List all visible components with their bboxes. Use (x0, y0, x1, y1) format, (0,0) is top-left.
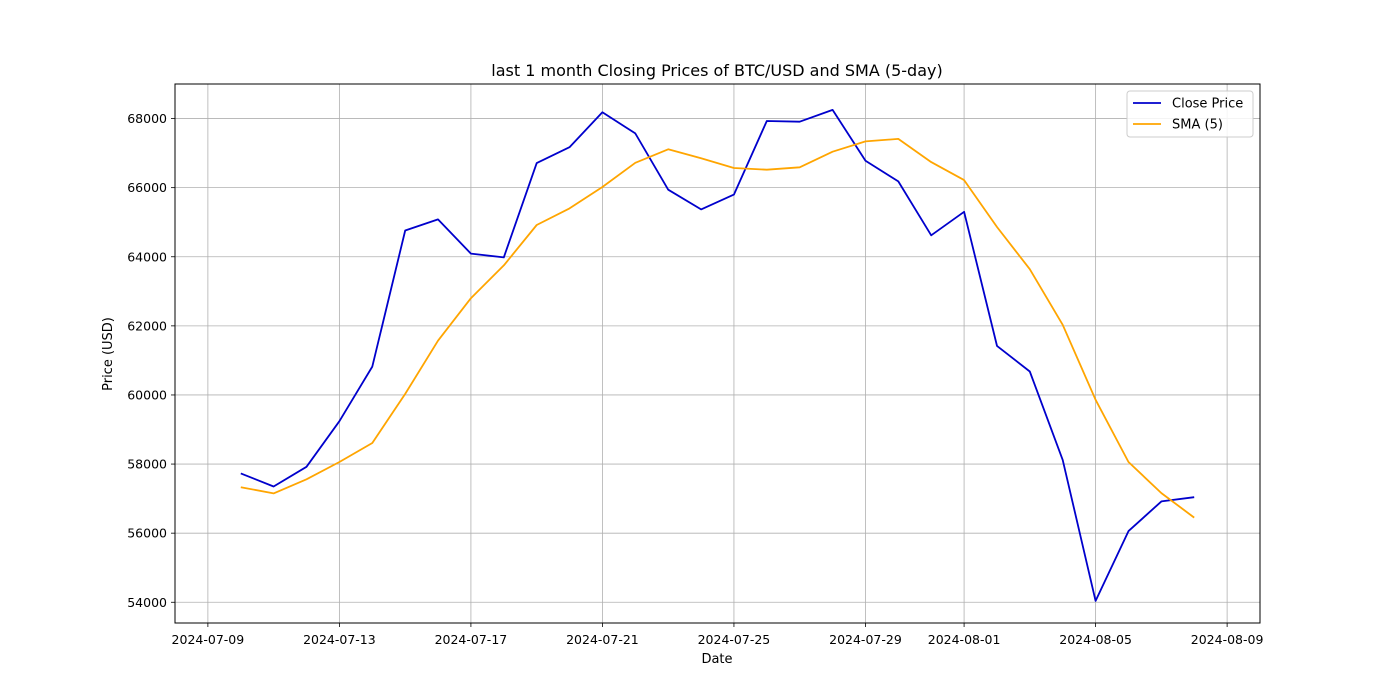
x-tick-label: 2024-07-17 (435, 632, 508, 647)
y-tick-label: 68000 (127, 111, 167, 126)
series-lines (240, 109, 1195, 602)
y-tick-label: 60000 (127, 387, 167, 402)
y-tick-label: 56000 (127, 526, 167, 541)
y-tick-label: 62000 (127, 318, 167, 333)
y-tick-label: 66000 (127, 180, 167, 195)
chart-title: last 1 month Closing Prices of BTC/USD a… (491, 61, 942, 80)
x-tick-label: 2024-08-05 (1059, 632, 1132, 647)
legend: Close Price SMA (5) (1126, 90, 1254, 138)
series-line-sma-5 (240, 137, 1195, 519)
y-axis-label: Price (USD) (101, 317, 116, 391)
x-axis-label: Date (701, 652, 732, 667)
grid (175, 84, 1260, 623)
x-tick-label: 2024-07-21 (566, 632, 639, 647)
y-tick-label: 64000 (127, 249, 167, 264)
x-tick-label: 2024-08-01 (928, 632, 1001, 647)
legend-label-close-price: Close Price (1172, 97, 1243, 112)
x-tick-label: 2024-07-13 (303, 632, 376, 647)
y-tick-label: 54000 (127, 595, 167, 610)
x-tick-label: 2024-08-09 (1191, 632, 1264, 647)
x-tick-label: 2024-07-25 (698, 632, 771, 647)
series-line-close-price (240, 109, 1195, 602)
y-tick-label: 58000 (127, 457, 167, 472)
x-tick-label: 2024-07-29 (829, 632, 902, 647)
axis-ticks: 2024-07-09 2024-07-13 2024-07-17 2024-07-21… (127, 111, 1263, 647)
legend-label-sma-5: SMA (5) (1172, 118, 1223, 133)
x-tick-label: 2024-07-09 (172, 632, 245, 647)
plot-area-frame (174, 83, 1261, 624)
